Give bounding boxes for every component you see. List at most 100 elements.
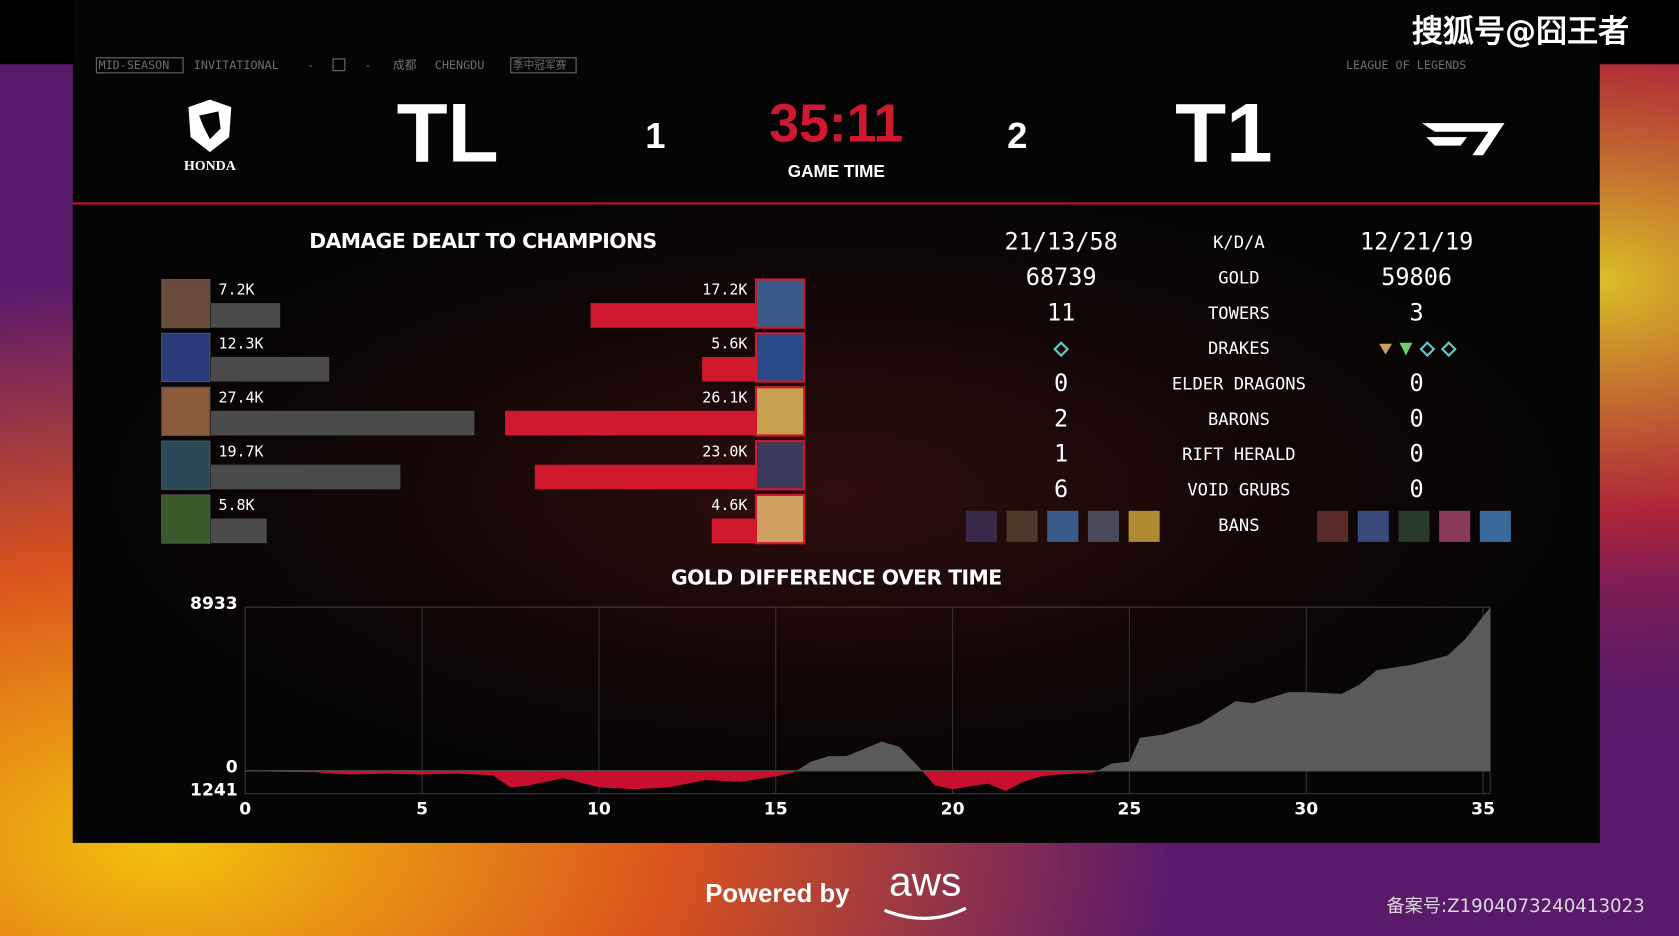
value-label: 27.4K	[218, 388, 263, 406]
watermark: 搜狐号@囧王者	[1412, 14, 1629, 50]
bans-right	[1317, 510, 1511, 542]
champion-portrait	[161, 386, 211, 436]
ban-icon	[1479, 510, 1511, 542]
stat-value: 59806	[1381, 263, 1452, 291]
powered-by: Powered by	[705, 880, 850, 908]
value-label: 17.2K	[702, 281, 747, 299]
aws-logo: aws	[889, 858, 961, 904]
stat-label: TOWERS	[1208, 304, 1270, 324]
x-tick-label: 20	[941, 800, 965, 820]
separator: -	[364, 58, 371, 72]
y-tick-label: 8933	[190, 594, 238, 614]
stat-value: 12/21/19	[1360, 228, 1473, 256]
score: 2	[1007, 115, 1027, 156]
record-number: 备案号:Z1904073240413023	[1386, 896, 1644, 917]
bar	[210, 303, 281, 328]
drake-icon	[1399, 342, 1413, 356]
stat-value: 2	[1054, 404, 1068, 432]
chart-title: DAMAGE DEALT TO CHAMPIONS	[309, 229, 656, 253]
champion-portrait	[161, 440, 211, 490]
champion-portrait	[754, 332, 806, 383]
stat-value: 68739	[1026, 263, 1097, 291]
stat-label: GOLD	[1218, 268, 1259, 288]
value-label: 23.0K	[702, 442, 747, 460]
bar	[210, 518, 267, 544]
stat-label: K/D/A	[1213, 233, 1265, 253]
tl-logo-detail	[199, 111, 221, 140]
bar	[711, 518, 756, 544]
aws-smile	[883, 906, 967, 920]
stat-value: 0	[1410, 475, 1424, 503]
champion-portrait	[161, 494, 211, 544]
champion-portrait	[754, 386, 806, 437]
champion-portrait	[754, 493, 806, 545]
value-label: 19.7K	[218, 442, 263, 460]
value-label: 26.1K	[702, 388, 747, 406]
gold-area-positive	[796, 607, 1491, 771]
ban-icon	[1047, 510, 1079, 542]
ban-icon	[1317, 510, 1349, 542]
event-text: 季中冠军赛	[513, 58, 567, 71]
ban-icon	[1128, 510, 1160, 542]
stat-value: 0	[1410, 369, 1424, 397]
y-tick-label: 0	[226, 758, 238, 778]
x-tick-label: 5	[416, 800, 428, 820]
bar	[702, 356, 756, 382]
bar	[534, 464, 756, 490]
stat-label: BARONS	[1208, 410, 1270, 430]
x-tick-label: 10	[587, 800, 611, 820]
bar	[210, 356, 330, 382]
stat-value: 11	[1047, 298, 1075, 326]
team-name: T1	[1175, 85, 1272, 179]
drake-icon	[1440, 341, 1457, 358]
bar	[505, 410, 756, 436]
event-text: CHENGDU	[435, 58, 485, 72]
stat-value: 0	[1410, 404, 1424, 432]
event-box	[510, 57, 577, 74]
stat-value: 1	[1054, 440, 1068, 468]
value-label: 5.6K	[711, 335, 747, 353]
event-text: MID-SEASON	[99, 58, 170, 72]
bar	[210, 464, 401, 490]
gold-area-negative	[245, 770, 1491, 791]
separator: -	[307, 58, 314, 72]
stat-value: 6	[1054, 475, 1068, 503]
drake-icon	[1419, 341, 1436, 358]
stat-label: BANS	[1218, 516, 1259, 536]
ban-icon	[1439, 510, 1471, 542]
event-text: INVITATIONAL	[194, 58, 279, 72]
stat-label: RIFT HERALD	[1182, 445, 1295, 465]
score: 1	[645, 115, 665, 156]
value-label: 12.3K	[218, 335, 263, 353]
bans-left	[965, 510, 1160, 542]
stat-value: 21/13/58	[1004, 228, 1117, 256]
bar	[590, 303, 756, 328]
ban-icon	[1357, 510, 1389, 542]
champion-portrait	[161, 278, 211, 329]
x-tick-label: 0	[239, 800, 251, 820]
ban-icon	[965, 510, 997, 542]
ban-icon	[1087, 510, 1119, 542]
t1-logo	[1422, 123, 1505, 156]
game-time: 35:11	[769, 95, 903, 154]
stat-value: 3	[1410, 298, 1424, 326]
game-time-label: GAME TIME	[788, 161, 885, 181]
stat-value: 0	[1410, 440, 1424, 468]
divider	[72, 202, 1600, 205]
value-label: 5.8K	[218, 496, 254, 514]
drake-icon	[1379, 343, 1393, 355]
y-tick-label: 1241	[190, 780, 238, 800]
league: LEAGUE OF LEGENDS	[1346, 58, 1466, 72]
event-box	[95, 57, 184, 74]
team-name: TL	[397, 85, 499, 179]
ban-icon	[1006, 510, 1038, 542]
bar	[210, 410, 475, 436]
x-tick-label: 25	[1117, 800, 1141, 820]
sponsor: HONDA	[184, 159, 236, 174]
icon	[332, 58, 346, 72]
stat-value: 0	[1054, 369, 1068, 397]
stat-label: DRAKES	[1208, 339, 1270, 359]
stat-label: VOID GRUBS	[1187, 480, 1290, 500]
chart-title: GOLD DIFFERENCE OVER TIME	[671, 565, 1002, 589]
